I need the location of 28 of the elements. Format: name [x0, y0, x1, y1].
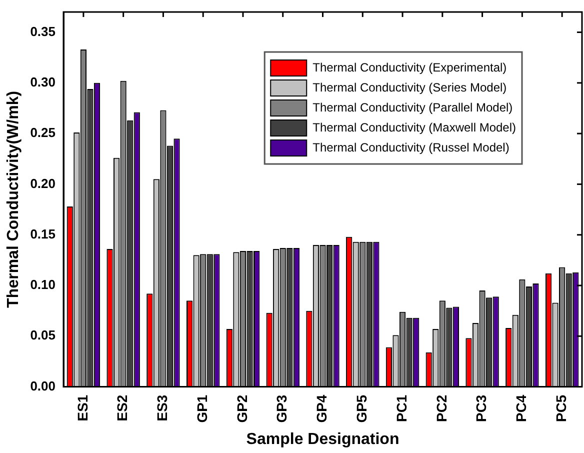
y-tick-label: 0.15 — [30, 226, 56, 242]
x-tick-label: ES1 — [74, 394, 90, 422]
x-tick-label: GP4 — [314, 394, 330, 423]
y-tick-label: 0.35 — [30, 24, 56, 39]
x-tick-label: GP5 — [353, 394, 370, 423]
x-tick-label: PC5 — [552, 394, 569, 422]
legend-label: Thermal Conductivity (Series Model) — [312, 80, 507, 94]
legend-label: Thermal Conductivity (Russel Model) — [312, 140, 510, 154]
x-tick-label: GP2 — [234, 394, 250, 423]
legend-label: Thermal Conductivity (Parallel Model) — [312, 100, 513, 114]
y-axis-title: Thermal Conductivity(W/mk) — [5, 90, 22, 308]
x-tick-label: PC1 — [393, 394, 410, 422]
x-tick-label: ES2 — [114, 394, 130, 422]
x-tick-label: PC2 — [433, 394, 450, 422]
y-tick-label: 0.20 — [30, 176, 56, 191]
x-tick-label: GP1 — [194, 394, 210, 423]
x-axis-title: Sample Designation — [246, 430, 400, 448]
x-tick-label: PC4 — [513, 394, 530, 422]
y-tick-label: 0.05 — [30, 328, 56, 343]
y-tick-label: 0.25 — [30, 125, 56, 140]
y-tick-label: 0.00 — [30, 378, 56, 394]
x-tick-label: PC3 — [473, 394, 490, 422]
legend-label: Thermal Conductivity (Experimental) — [312, 60, 507, 74]
y-tick-label: 0.30 — [30, 74, 56, 90]
y-tick-label: 0.10 — [30, 277, 56, 292]
x-tick-label: GP3 — [274, 394, 290, 423]
legend-label: Thermal Conductivity (Maxwell Model) — [312, 120, 516, 134]
x-tick-label: ES3 — [154, 394, 170, 422]
